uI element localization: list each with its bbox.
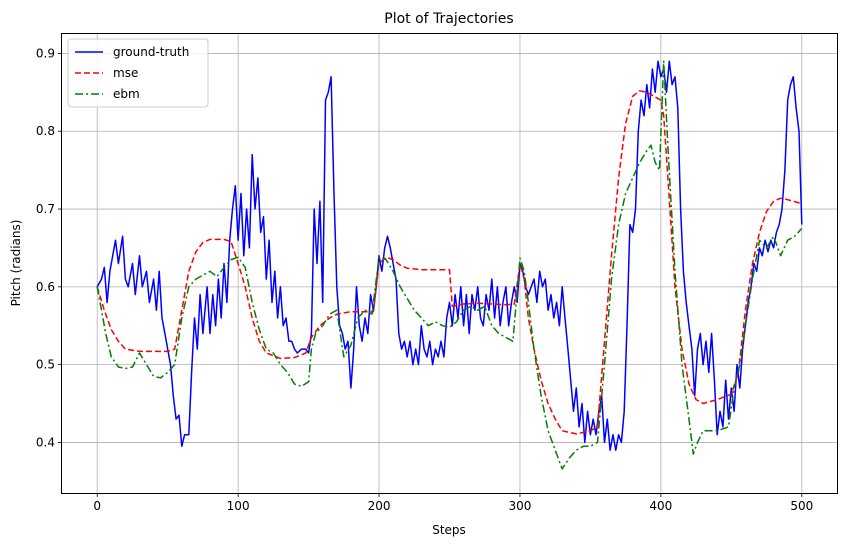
series-layer	[96, 60, 803, 470]
plot-frame	[61, 33, 838, 494]
series-line-ground-truth	[96, 60, 803, 451]
y-tick-label: 0.6	[36, 280, 55, 294]
legend-label: ground-truth	[113, 45, 189, 59]
legend-label: ebm	[113, 87, 140, 101]
y-tick-label: 0.8	[36, 124, 55, 138]
x-tick-label: 0	[93, 499, 101, 513]
legend-box	[67, 38, 209, 108]
x-axis-label: Steps	[432, 523, 466, 537]
x-tick-label: 400	[649, 499, 672, 513]
y-tick-label: 0.7	[36, 202, 55, 216]
series-line-mse	[96, 90, 802, 435]
series-line-ebm	[96, 60, 803, 470]
y-tick-label: 0.4	[36, 435, 55, 449]
y-tick-label: 0.5	[36, 358, 55, 372]
x-tick-label: 100	[227, 499, 250, 513]
ticks: 0 100 200 300 400 500 0.4 0.5 0.6 0.7 0.8 0.9	[36, 46, 813, 513]
x-tick-label: 200	[368, 499, 391, 513]
y-axis-label: Pitch (radians)	[9, 220, 23, 307]
chart-title: Plot of Trajectories	[384, 11, 513, 27]
y-tick-label: 0.9	[36, 46, 55, 60]
x-tick-label: 300	[509, 499, 532, 513]
legend-label: mse	[113, 66, 138, 80]
legend: ground-truth mse ebm	[67, 38, 209, 108]
x-tick-label: 500	[790, 499, 813, 513]
